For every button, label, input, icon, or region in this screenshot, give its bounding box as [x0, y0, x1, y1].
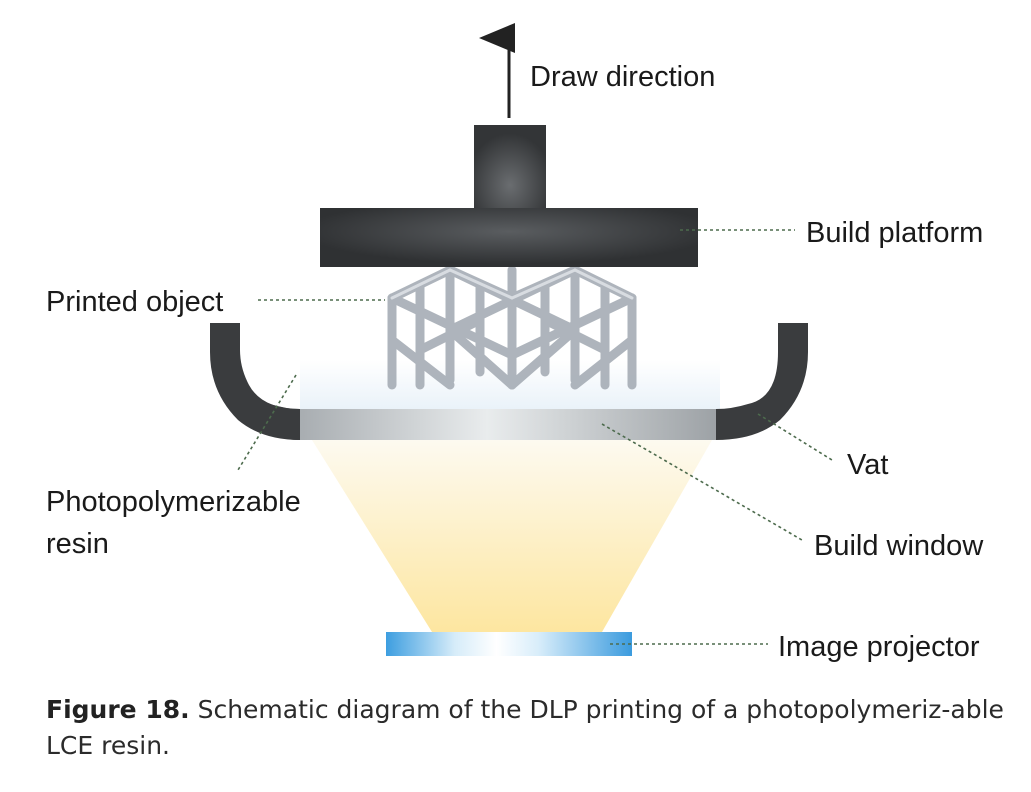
label-vat: Vat [847, 449, 888, 481]
printed-object-lattice [387, 265, 637, 390]
build-platform-stem [474, 125, 546, 211]
figure-number: Figure 18. [46, 695, 190, 724]
leader-resin [237, 374, 297, 471]
dlp-printing-diagram: Draw direction Build platform Printed ob… [46, 23, 984, 663]
label-image-projector: Image projector [778, 631, 980, 663]
vat-right-wall [716, 323, 808, 440]
leader-build-window [601, 423, 803, 541]
light-beam [312, 440, 712, 632]
build-platform [320, 208, 698, 267]
label-resin-line2: resin [46, 528, 109, 560]
build-window [300, 409, 716, 440]
image-projector [386, 632, 632, 656]
figure-caption: Figure 18. Schematic diagram of the DLP … [46, 692, 1006, 764]
label-resin-line1: Photopolymerizable [46, 486, 301, 518]
label-printed-object: Printed object [46, 286, 223, 318]
label-build-platform: Build platform [806, 217, 983, 249]
label-draw-direction: Draw direction [530, 61, 715, 93]
label-build-window: Build window [814, 530, 984, 562]
vat-left-wall-shape [210, 323, 300, 440]
leader-lines [237, 229, 833, 645]
caption-text: Schematic diagram of the DLP printing of… [46, 695, 1004, 760]
leader-vat [757, 413, 833, 461]
